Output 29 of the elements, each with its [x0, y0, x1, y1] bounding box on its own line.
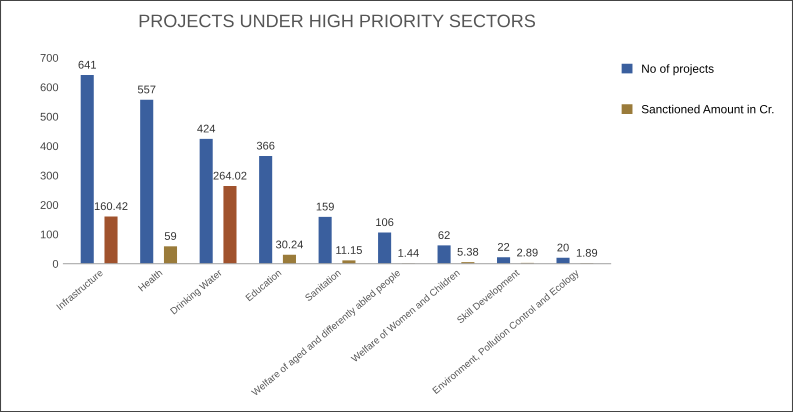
y-tick-label: 300 [40, 172, 58, 180]
y-tick-label: 500 [40, 112, 58, 121]
data-label: 2.89 [517, 248, 538, 256]
y-tick-label: 400 [40, 142, 58, 150]
y-tick-label: 700 [40, 54, 58, 62]
y-tick-label: 100 [40, 230, 58, 238]
data-label: 1.89 [576, 248, 598, 257]
data-label: 106 [376, 218, 394, 226]
data-label: 62 [438, 231, 450, 240]
data-label: 59 [164, 232, 176, 240]
legend-label: No of projects [642, 64, 714, 76]
data-label: 160.42 [94, 202, 128, 210]
y-tick-label: 0 [52, 260, 58, 268]
data-label: 366 [256, 142, 274, 150]
data-label: 22 [498, 242, 510, 251]
data-label: 641 [78, 60, 96, 69]
data-label: 1.44 [398, 249, 419, 257]
data-label: 557 [138, 86, 156, 94]
y-tick-label: 200 [40, 201, 58, 209]
data-label: 5.38 [458, 248, 478, 256]
data-label: 424 [197, 124, 216, 132]
chart-title: PROJECTS UNDER HIGH PRIORITY SECTORS [140, 14, 536, 28]
data-label: 264.02 [214, 172, 246, 180]
data-label: 20 [557, 244, 569, 252]
data-label: 30.24 [276, 240, 304, 248]
data-label: 159 [316, 202, 334, 211]
data-label: 11.15 [336, 246, 362, 254]
legend-label: Sanctioned Amount in Cr. [642, 104, 774, 114]
y-tick-label: 600 [40, 83, 58, 92]
